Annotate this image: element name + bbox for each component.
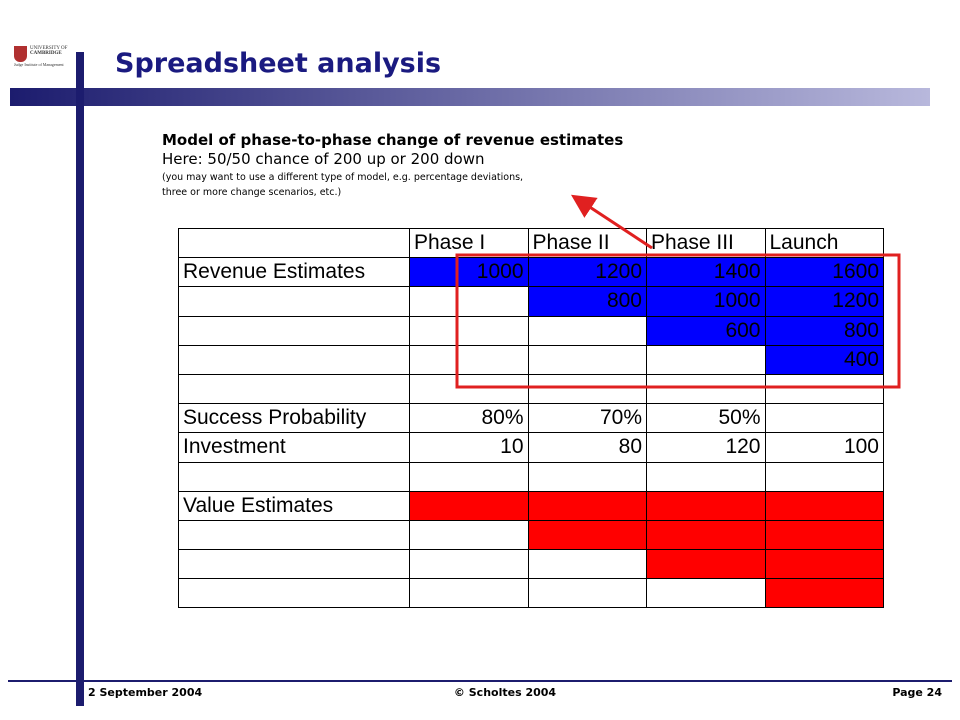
side-bar	[76, 52, 84, 706]
cell: 70%	[527, 403, 647, 434]
table-row: Investment 10 80 120 100	[178, 432, 884, 463]
cell: 400	[764, 344, 884, 375]
logo-line: Judge Institute of Management	[14, 62, 64, 67]
cell	[764, 373, 884, 405]
table-row: 800 1000 1200	[178, 286, 884, 317]
row-label	[178, 373, 410, 405]
note-line: (you may want to use a different type of…	[162, 172, 524, 183]
table-row	[178, 373, 884, 405]
cell: 80	[527, 432, 647, 463]
cell: 1200	[527, 257, 647, 288]
cell	[646, 519, 766, 551]
footer-copyright: © Scholtes 2004	[453, 686, 557, 699]
cell: 600	[646, 315, 766, 346]
cell	[646, 373, 766, 405]
logo-line: UNIVERSITY OF	[30, 46, 68, 51]
cell: 1000	[409, 257, 529, 288]
cell	[646, 490, 766, 521]
highlight-box	[455, 253, 901, 389]
intro-subheading: Here: 50/50 chance of 200 up or 200 down	[162, 150, 485, 168]
cell	[527, 315, 647, 346]
table-row	[178, 578, 884, 609]
cell: 80%	[409, 403, 529, 434]
cell	[527, 549, 647, 580]
model-table: Phase I Phase II Phase III Launch Revenue Es…	[178, 227, 884, 609]
table-row	[178, 461, 884, 492]
arrow	[570, 194, 653, 250]
cell: 1400	[646, 257, 766, 288]
footer-line	[8, 680, 952, 682]
cell	[409, 549, 529, 580]
note-line: three or more change scenarios, etc.)	[162, 187, 342, 198]
footer-date: 2 September 2004	[88, 686, 203, 699]
cell	[527, 490, 647, 521]
cell	[764, 519, 884, 551]
cell	[764, 490, 884, 521]
cell	[409, 578, 529, 609]
table-row: 400	[178, 344, 884, 375]
cell	[409, 286, 529, 317]
column-header: Phase I	[409, 227, 529, 259]
logo: UNIVERSITY OF CAMBRIDGE Judge Institute …	[14, 46, 74, 67]
cell	[409, 490, 529, 521]
cell: 1200	[764, 286, 884, 317]
logo-line: CAMBRIDGE	[30, 51, 62, 56]
intro-note: (you may want to use a different type of…	[162, 170, 623, 200]
cell	[646, 549, 766, 580]
table-row	[178, 549, 884, 580]
footer-page: Page 24	[892, 686, 942, 699]
cell: 10	[409, 432, 529, 463]
table-row	[178, 519, 884, 551]
intro: Model of phase-to-phase change of revenu…	[162, 131, 623, 200]
title-band	[10, 88, 930, 106]
table-row: Value Estimates	[178, 490, 884, 521]
slide-title: Spreadsheet analysis	[115, 48, 442, 79]
column-header: Launch	[764, 227, 884, 259]
intro-heading: Model of phase-to-phase change of revenu…	[162, 131, 624, 149]
cell	[764, 578, 884, 609]
cell	[527, 519, 647, 551]
cell: 120	[646, 432, 766, 463]
row-label	[178, 578, 410, 609]
cell: 800	[527, 286, 647, 317]
crest	[14, 46, 27, 62]
